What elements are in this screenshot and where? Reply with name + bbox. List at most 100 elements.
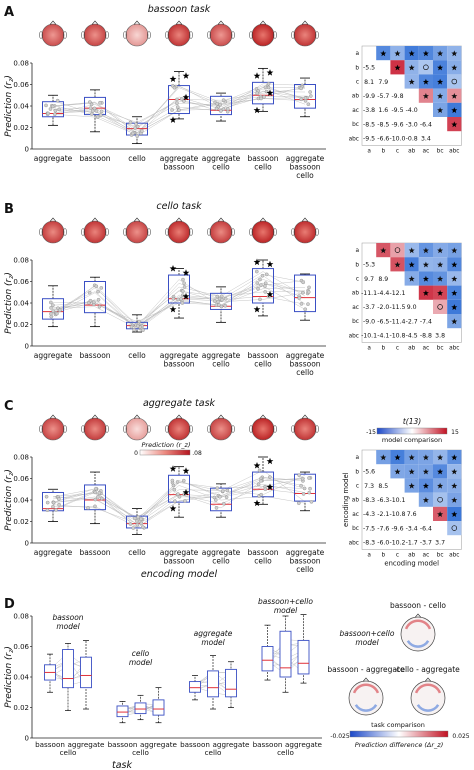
topomap-A-0-ear-left bbox=[39, 31, 43, 39]
task-label-D-0-2: aggregate bbox=[68, 740, 106, 749]
significance-star-B-5-2 bbox=[253, 258, 261, 266]
matrix-star-A-0-5 bbox=[437, 50, 444, 57]
matrix-value-A-3-2: -9.8 bbox=[391, 93, 403, 100]
matrix-circle-B-4-5 bbox=[437, 304, 443, 310]
subject-point-B-6-3 bbox=[301, 290, 305, 295]
diff-topo-label-top: bassoon - cello bbox=[390, 601, 446, 610]
significance-star-C-5-3 bbox=[266, 457, 274, 465]
matrix-star-C-0-4 bbox=[422, 454, 429, 461]
task-label-D-2-0: bassoon bbox=[180, 740, 210, 749]
topomap-C-1 bbox=[83, 417, 107, 441]
topomap-C-6 bbox=[293, 417, 317, 441]
topomap-A-1-ear-right bbox=[105, 31, 109, 39]
subject-point-B-1-8 bbox=[94, 284, 99, 289]
matrix-star-C-1-5 bbox=[437, 468, 444, 475]
group-label-D-0-1: model bbox=[56, 622, 80, 631]
topomap-B-6-ear-right bbox=[315, 228, 319, 236]
category-label-C-4-1: cello bbox=[212, 557, 230, 566]
subject-point-C-1-0 bbox=[99, 496, 104, 501]
subject-point-A-1-6 bbox=[88, 100, 92, 104]
subject-point-A-3-7 bbox=[177, 108, 181, 112]
group-label-D-3-1: model bbox=[274, 606, 298, 615]
matrix-star-B-0-6 bbox=[451, 247, 458, 254]
box-B-4 bbox=[210, 292, 232, 310]
subject-point-B-6-11 bbox=[299, 302, 304, 306]
significance-star-A-3-3 bbox=[182, 72, 190, 79]
matrix-star-B-2-6 bbox=[451, 275, 458, 282]
subject-point-B-2-11 bbox=[135, 324, 140, 328]
y-tick-label-A-2: 0.04 bbox=[13, 103, 29, 111]
subject-point-A-1-9 bbox=[95, 115, 100, 119]
subject-point-A-5-11 bbox=[263, 85, 268, 90]
task-label-D-1-0: bassoon bbox=[108, 740, 138, 749]
task-label-D-1-2: aggregate bbox=[140, 740, 178, 749]
box-C-1 bbox=[84, 484, 106, 511]
matrix-row-label-A-1: b bbox=[355, 65, 359, 71]
matrix-col-label-C-3: ab bbox=[408, 552, 416, 558]
significance-star-A-5-3 bbox=[266, 69, 274, 76]
matrix-star-B-5-6 bbox=[451, 318, 458, 325]
matrix-row-label-B-3: ab bbox=[352, 291, 360, 297]
topomap-A-6-ear-right bbox=[315, 31, 319, 39]
significance-star-A-3-1 bbox=[182, 93, 190, 101]
matrix-row-label-A-6: abc bbox=[349, 136, 359, 142]
topomap-B-5-ear-left bbox=[249, 228, 253, 236]
topomap-B-3 bbox=[167, 220, 191, 244]
panel-letter-B: B bbox=[4, 202, 14, 217]
subject-point-B-6-8 bbox=[306, 290, 311, 294]
matrix-value-C-4-3: 7.6 bbox=[407, 511, 417, 518]
category-label-C-5-1: cello bbox=[254, 557, 272, 566]
task-label-D-3-2: aggregate bbox=[285, 740, 323, 749]
matrix-value-B-3-1: -4.4 bbox=[377, 290, 389, 297]
box-D-0-2 bbox=[80, 656, 92, 689]
subject-point-C-3-3 bbox=[176, 492, 180, 496]
task-label-D-2-1: cello bbox=[205, 748, 222, 757]
box-A-0 bbox=[42, 101, 64, 118]
subject-point-B-3-10 bbox=[171, 296, 176, 301]
subject-point-A-1-10 bbox=[89, 102, 94, 107]
box-C-4 bbox=[210, 487, 232, 512]
topomap-B-6 bbox=[293, 220, 317, 244]
subject-point-A-5-3 bbox=[266, 81, 271, 86]
group-label-D-3-0: bassoon+cello bbox=[258, 597, 313, 606]
x-axis-label-C: encoding model bbox=[141, 569, 218, 580]
topomap-B-1-ear-right bbox=[105, 228, 109, 236]
y-tick-label-D-1: 0.02 bbox=[13, 704, 29, 712]
subject-point-B-5-11 bbox=[260, 273, 265, 278]
matrix-value-A-6-0: -9.5 bbox=[363, 136, 375, 143]
category-label-B-3-0: aggregate bbox=[160, 351, 199, 360]
task-label-D-2-2: aggregate bbox=[213, 740, 251, 749]
x-axis-label-D: task bbox=[112, 760, 132, 770]
topomap-B-0-ear-left bbox=[39, 228, 43, 236]
subject-point-A-4-11 bbox=[218, 102, 222, 107]
box-D-1-1 bbox=[134, 702, 147, 715]
topomap-B-5-nose bbox=[259, 217, 267, 222]
y-tick-label-A-1: 0.02 bbox=[13, 124, 29, 132]
topomap-A-2 bbox=[125, 23, 149, 47]
matrix-value-C-2-0: 7.3 bbox=[364, 483, 374, 490]
matrix-row-label-A-3: ab bbox=[352, 94, 360, 100]
matrix-value-A-5-3: -3.0 bbox=[406, 121, 418, 128]
subject-point-C-0-1 bbox=[44, 494, 49, 499]
topomap-B-1 bbox=[83, 220, 107, 244]
subject-point-A-2-8 bbox=[128, 120, 133, 125]
topomap-B-6-ear-left bbox=[291, 228, 295, 236]
matrix-value-A-6-3: -0.8 bbox=[406, 136, 418, 143]
subject-point-C-5-3 bbox=[263, 487, 268, 492]
matrix-value-A-3-1: -5.7 bbox=[377, 93, 389, 100]
group-label-D-2-1: model bbox=[201, 638, 225, 647]
box-D-0-1 bbox=[62, 649, 74, 689]
matrix-value-A-5-0: -8.5 bbox=[363, 121, 375, 128]
box-A-5 bbox=[252, 81, 274, 105]
subject-point-B-5-2 bbox=[256, 286, 260, 291]
matrix-value-B-6-3: -4.5 bbox=[406, 333, 418, 340]
category-label-B-2-0: cello bbox=[128, 351, 146, 360]
subject-point-A-1-2 bbox=[98, 113, 103, 118]
subject-point-B-3-6 bbox=[179, 297, 183, 301]
matrix-value-B-3-0: -11.1 bbox=[361, 290, 377, 297]
subject-point-B-4-10 bbox=[212, 299, 217, 303]
y-tick-label-B-2: 0.04 bbox=[13, 300, 29, 308]
y-tick-label-B-4: 0.08 bbox=[13, 257, 29, 265]
panel-title-A: bassoon task bbox=[148, 4, 211, 15]
diff-colorbar-max: 0.025 bbox=[452, 733, 469, 740]
